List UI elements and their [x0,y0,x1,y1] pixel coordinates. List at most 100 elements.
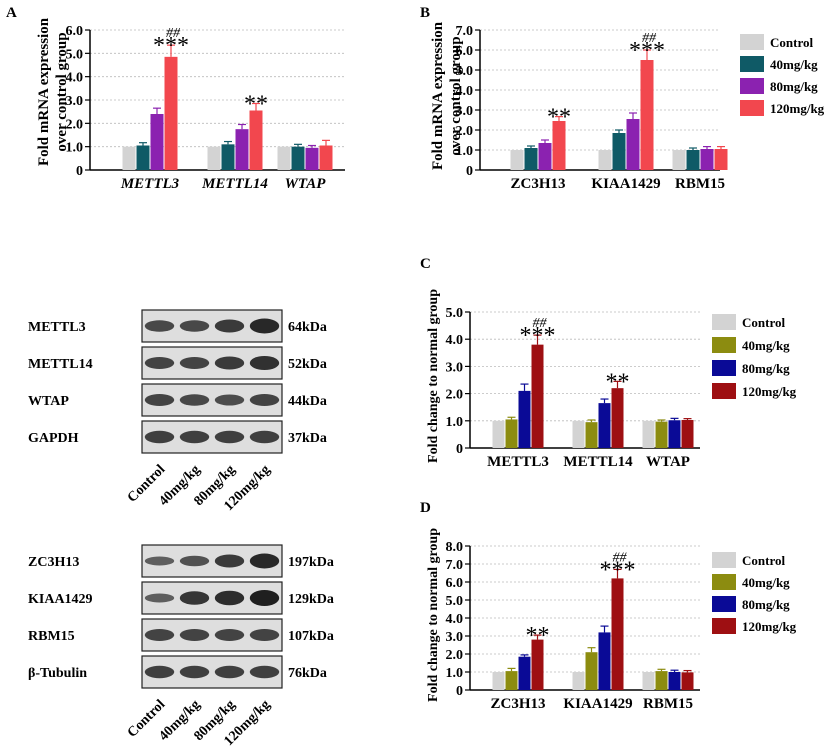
legend-swatch [712,618,736,634]
blot-band [144,665,175,679]
legend-swatch [712,552,736,568]
bar-80mgkg-zc3h13 [538,143,552,170]
blot-band [144,430,175,444]
blot-band [179,357,210,369]
y-tick-label: 5.0 [456,64,474,79]
blot-kda-label: 76kDa [288,666,327,681]
bar-control-rbm15 [642,672,655,690]
y-tick-label: 6.0 [446,576,464,591]
y-tick-label: 2.0 [456,124,474,139]
legend-label: 80mg/kg [742,361,790,376]
blot-band [144,556,175,566]
bar-120mgkg-mettl3 [164,56,178,171]
bar-control-zc3h13 [510,150,524,170]
chart-panel-c: C 0 1.0 2.0 3.0 4.0 5.0 Fold change to normal g… [420,256,797,470]
blot-band [214,629,245,641]
y-tick-label: 0 [76,164,83,179]
bar-120mgkg-zc3h13 [531,639,544,690]
category-label: KIAA1429 [591,176,660,192]
panel-letter: C [420,256,431,272]
y-tick-label: 7.0 [446,558,464,573]
y-axis-label-line: Fold mRNA expression [430,21,446,170]
panel-letter: A [6,5,17,21]
bar-120mgkg-wtap [319,145,333,170]
legend-label: Control [742,315,785,330]
bar-40mgkg-rbm15 [686,150,700,170]
blot-row-label: METTL14 [28,357,93,372]
y-axis-label: Fold change to normal group [426,528,441,702]
bar-80mgkg-mettl3 [150,114,164,170]
y-axis-label: Fold change to normal group [426,289,441,463]
significance-stars: *** [520,323,556,349]
legend-swatch [712,596,736,612]
blot-kda-label: 107kDa [288,629,334,644]
blot-row-label: ZC3H13 [28,555,79,570]
y-tick-label: 3.0 [456,104,474,119]
category-label: ZC3H13 [490,696,545,712]
bar-40mgkg-mettl3 [505,419,518,448]
y-tick-label: 5.0 [446,594,464,609]
y-axis-label: Fold mRNA expression over control group [430,21,464,170]
bar-control-wtap [642,420,655,448]
significance-stars: *** [153,33,189,59]
bar-40mgkg-mettl14 [221,144,235,170]
panel-letter: B [420,5,430,21]
y-tick-label: 1.0 [456,144,474,159]
bar-80mgkg-zc3h13 [518,656,531,690]
y-tick-label: 0 [466,164,473,179]
blot-band [214,394,245,406]
y-tick-label: 4.0 [446,612,464,627]
blot-kda-label: 37kDa [288,431,327,446]
legend-label: 80mg/kg [742,597,790,612]
legend-label: 40mg/kg [742,338,790,353]
significance-stars: *** [600,557,636,583]
blot-row-label: β-Tubulin [28,666,87,681]
legend-swatch [740,78,764,94]
blot-row-label: METTL3 [28,320,86,335]
blot-band [214,319,245,333]
legend-label: 120mg/kg [770,101,825,116]
bar-120mgkg-kiaa1429 [611,578,624,690]
blot-band [144,394,175,406]
y-tick-label: 3.0 [446,360,464,375]
legend-label: Control [742,553,785,568]
significance-hash: ## [613,550,628,565]
bar-control-rbm15 [672,150,686,170]
category-label: METTL14 [201,176,268,192]
legend-swatch [712,314,736,330]
blot-band [144,593,175,603]
bar-80mgkg-kiaa1429 [598,632,611,690]
category-label: RBM15 [675,176,725,192]
blot-band [144,629,175,641]
y-tick-label: 0 [456,684,463,699]
category-label: METTL14 [563,454,633,470]
blot-band [179,394,210,406]
bar-40mgkg-zc3h13 [505,671,518,690]
category-label: WTAP [285,176,327,192]
bar-80mgkg-mettl14 [598,403,611,448]
legend-swatch [712,337,736,353]
y-tick-label: 2.0 [446,388,464,403]
category-label: METTL3 [120,176,180,192]
y-tick-label: 5.0 [446,306,464,321]
bar-control-mettl3 [492,420,505,448]
blot-kda-label: 64kDa [288,320,327,335]
significance-stars: ** [606,369,630,395]
legend-swatch [740,34,764,50]
bar-control-kiaa1429 [598,150,612,170]
bar-40mgkg-kiaa1429 [585,652,598,690]
category-label: ZC3H13 [510,176,565,192]
y-tick-label: 6.0 [456,44,474,59]
y-tick-label: 2.0 [446,648,464,663]
blot-band [214,356,245,370]
bar-120mgkg-wtap [681,419,694,448]
blot-band [144,357,175,369]
blot-row-label: WTAP [28,394,69,409]
blot-kda-label: 197kDa [288,555,334,570]
panel-letter: D [420,500,431,516]
bar-80mgkg-rbm15 [668,672,681,690]
bar-80mgkg-rbm15 [700,149,714,170]
y-tick-label: 1.0 [446,415,464,430]
significance-stars: *** [629,38,665,64]
